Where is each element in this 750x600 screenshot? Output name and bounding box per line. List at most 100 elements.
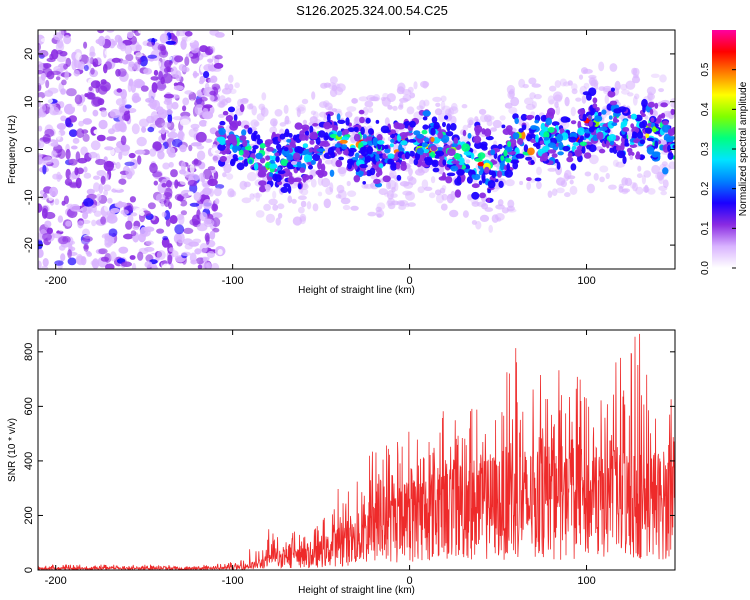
noise-blob <box>93 129 102 135</box>
signal-halo-blob <box>272 190 277 199</box>
signal-halo-blob <box>351 97 358 104</box>
signal-core-blob <box>340 136 350 141</box>
noise-blob <box>50 142 59 147</box>
signal-halo-blob <box>229 190 237 198</box>
signal-core-blob <box>332 125 339 131</box>
signal-halo-blob <box>588 74 597 79</box>
signal-halo-blob <box>328 82 337 90</box>
noise-blob <box>137 251 144 261</box>
noise-blob <box>100 109 108 118</box>
signal-halo-blob <box>507 199 515 208</box>
signal-core-blob <box>547 126 555 133</box>
signal-halo-blob <box>661 161 668 166</box>
signal-halo-blob <box>659 74 667 83</box>
signal-halo-blob <box>320 82 328 89</box>
signal-halo-blob <box>302 181 308 188</box>
signal-core-blob <box>649 108 654 115</box>
noise-blob <box>121 113 131 121</box>
signal-core-blob <box>501 124 506 129</box>
noise-blob <box>167 131 178 139</box>
signal-halo-blob <box>508 107 518 115</box>
signal-halo-blob <box>370 96 380 102</box>
signal-core-blob <box>217 143 227 151</box>
signal-halo-blob <box>647 93 655 101</box>
signal-core-blob <box>568 136 577 143</box>
signal-halo-blob <box>387 105 393 110</box>
signal-halo-blob <box>247 171 257 182</box>
noise-blob <box>109 251 117 262</box>
signal-core-blob <box>481 146 488 151</box>
signal-halo-blob <box>413 81 418 90</box>
noise-blob <box>195 131 207 143</box>
signal-core-blob <box>408 139 417 143</box>
signal-core-blob <box>372 137 379 147</box>
signal-core-blob <box>607 90 616 98</box>
noise-blob <box>90 67 95 75</box>
signal-core-blob <box>610 87 616 92</box>
snr-ticks: -200 -100 0 100 0 200 400 600 800 <box>23 330 675 587</box>
signal-core-blob <box>347 127 356 133</box>
signal-core-blob <box>304 130 310 136</box>
noise-blob <box>68 158 78 166</box>
signal-core-blob <box>423 148 430 154</box>
noise-blob <box>124 161 135 166</box>
signal-core-blob <box>227 106 236 113</box>
signal-halo-blob <box>549 85 557 92</box>
noise-blob <box>150 111 159 122</box>
noise-blob <box>217 249 223 255</box>
signal-halo-blob <box>279 122 287 127</box>
signal-core-blob <box>390 133 395 139</box>
signal-halo-blob <box>449 209 459 218</box>
noise-blob <box>155 106 164 114</box>
signal-halo-blob <box>274 109 283 117</box>
signal-halo-blob <box>224 83 230 91</box>
noise-blob <box>57 174 63 180</box>
noise-blob <box>106 30 115 33</box>
signal-core-blob <box>456 169 465 176</box>
signal-halo-blob <box>555 105 561 116</box>
signal-halo-blob <box>331 108 338 113</box>
signal-core-blob <box>442 159 447 166</box>
signal-halo-blob <box>505 179 515 187</box>
signal-halo-blob <box>317 191 323 197</box>
signal-halo-blob <box>403 181 414 189</box>
signal-halo-blob <box>255 192 261 202</box>
noise-blob <box>63 35 72 45</box>
noise-blob <box>175 70 182 82</box>
noise-blob <box>163 93 174 99</box>
spectrogram-y-label: Frequency (Hz) <box>7 115 18 184</box>
noise-blob <box>131 30 137 34</box>
signal-halo-blob <box>660 190 667 196</box>
noise-blob <box>96 170 106 177</box>
signal-halo-blob <box>409 92 416 99</box>
signal-core-blob <box>238 156 244 161</box>
noise-blob <box>100 175 106 185</box>
signal-halo-blob <box>265 213 275 223</box>
noise-blob <box>127 63 136 72</box>
signal-halo-blob <box>221 87 232 95</box>
signal-core-blob <box>657 115 662 123</box>
noise-blob <box>82 104 87 113</box>
noise-blob <box>168 247 175 253</box>
noise-blob <box>176 232 185 244</box>
noise-blob <box>92 109 99 117</box>
signal-core-blob <box>545 117 552 126</box>
signal-core-blob <box>320 163 326 173</box>
noise-blob <box>124 45 132 55</box>
signal-halo-blob <box>420 80 430 88</box>
signal-core-blob <box>353 126 359 133</box>
signal-core-blob <box>486 197 491 203</box>
signal-halo-blob <box>636 173 643 179</box>
signal-halo-blob <box>291 198 297 204</box>
noise-blob <box>90 140 101 151</box>
noise-blob <box>92 96 103 107</box>
snr-y-tick-label: 800 <box>23 343 35 361</box>
signal-halo-blob <box>406 106 415 115</box>
signal-halo-blob <box>414 168 425 176</box>
signal-core-blob <box>644 127 653 134</box>
noise-blob <box>75 151 81 162</box>
signal-core-blob <box>399 132 409 138</box>
noise-blob <box>141 126 147 133</box>
signal-halo-blob <box>589 77 596 87</box>
noise-blob <box>52 173 60 180</box>
